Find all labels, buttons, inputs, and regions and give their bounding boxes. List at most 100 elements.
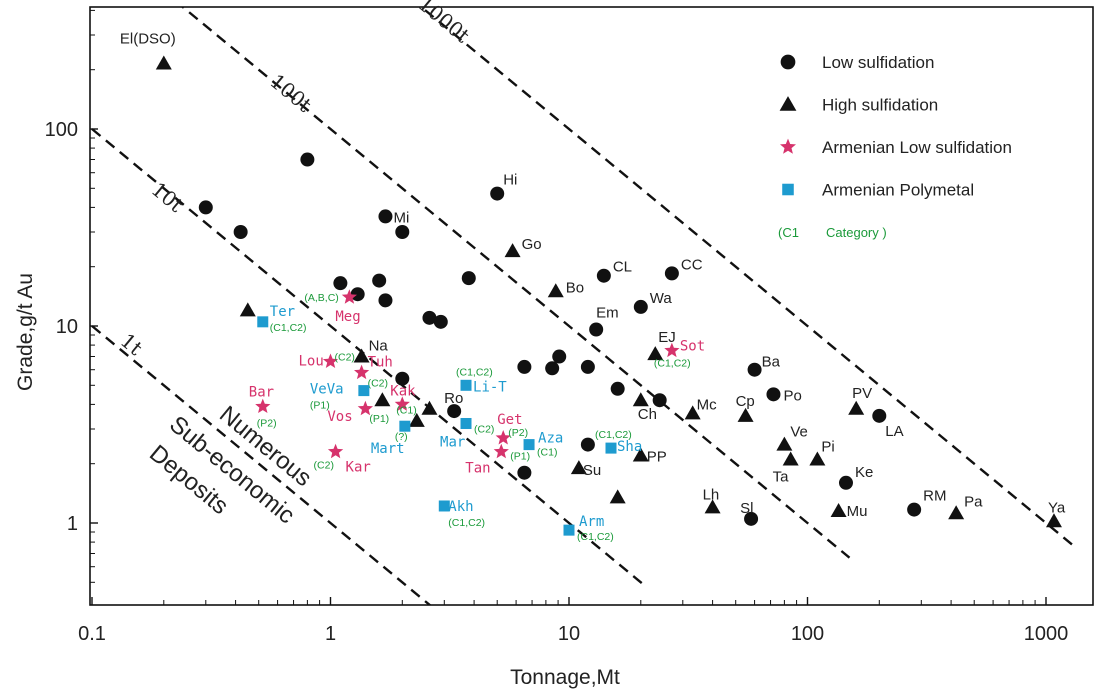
guide-line-1000t [419, 7, 1074, 547]
armenian-deposit-label: Mar [440, 434, 465, 450]
x-tick-label: 100 [791, 623, 824, 645]
legend-label: Armenian Low sulfidation [822, 138, 1012, 157]
circle-marker [517, 465, 532, 480]
deposit-label: Ke [855, 464, 873, 481]
circle-marker [580, 359, 595, 374]
armenian-deposit-label: Kak [390, 383, 416, 399]
deposit-label: RM [923, 488, 946, 505]
guide-line-100t [180, 7, 851, 559]
deposit-label: Ya [1048, 499, 1066, 516]
triangle-marker [848, 400, 865, 415]
triangle-marker [647, 346, 664, 361]
category-label: (C1,C2) [270, 322, 307, 334]
y-tick-label: 100 [45, 119, 78, 141]
circle-marker [395, 225, 410, 240]
triangle-marker [570, 460, 587, 475]
circle-marker [652, 393, 667, 408]
star-marker [495, 430, 511, 445]
category-label: (C1) [396, 404, 416, 416]
legend-label: Armenian Polymetal [822, 181, 974, 200]
circle-marker [552, 349, 567, 364]
deposit-label: El(DSO) [120, 31, 176, 48]
circle-marker [433, 314, 448, 329]
star-marker [664, 342, 680, 358]
deposit-label: PP [647, 449, 667, 466]
triangle-marker [684, 405, 701, 420]
armenian-deposit-label: Bar [249, 385, 274, 401]
armenian-deposit-label: Li-T [473, 379, 507, 395]
category-label: (C1,C2) [456, 366, 493, 378]
star-marker [357, 400, 373, 416]
deposit-label: Go [522, 236, 542, 253]
armenian-deposit-label: Kar [346, 460, 371, 476]
circle-marker [378, 293, 393, 308]
star-marker [493, 443, 509, 459]
triangle-marker [737, 407, 754, 422]
deposit-label: CL [613, 259, 632, 276]
category-label: (?) [395, 431, 408, 443]
armenian-deposit-label: Mart [371, 441, 405, 457]
triangle-marker [609, 489, 626, 504]
circle-marker [233, 225, 248, 240]
circle-marker [747, 362, 762, 377]
circle-marker [447, 404, 462, 419]
circle-marker [461, 271, 476, 286]
armenian-deposit-label: Tan [465, 461, 490, 477]
star-marker [394, 396, 410, 411]
armenian-deposit-label: Ter [270, 304, 295, 320]
deposit-label: Pa [964, 493, 983, 510]
deposit-label: Sl [740, 500, 753, 517]
triangle-marker [948, 505, 965, 520]
star-marker [322, 353, 339, 368]
armenian-deposit-label: Vos [327, 409, 352, 425]
deposit-label: CC [681, 256, 703, 273]
legend-label: Category ) [826, 225, 887, 240]
guide-line-10t [91, 128, 647, 588]
circle-marker [422, 310, 437, 325]
legend: Low sulfidation High sulfidation Armenian … [778, 53, 1012, 240]
deposit-label: Ch [638, 406, 657, 423]
star-marker [327, 443, 344, 459]
deposit-label: Na [369, 338, 389, 355]
square-marker [563, 524, 575, 536]
x-tick-label: 10 [558, 623, 580, 645]
circle-marker [300, 152, 315, 167]
circle-marker [589, 322, 604, 337]
triangle-marker [504, 243, 521, 258]
category-label: (C1,C2) [595, 429, 632, 441]
star-marker [255, 398, 271, 413]
triangle-marker [704, 499, 721, 514]
circle-marker [872, 408, 887, 423]
tonnage-guide-lines [91, 7, 1074, 605]
deposit-label: Mc [697, 396, 717, 413]
triangle-marker [239, 302, 256, 317]
circle-marker [610, 381, 625, 396]
deposit-label: Em [596, 304, 619, 321]
deposit-label: Pi [821, 439, 834, 456]
triangle-marker [547, 283, 564, 298]
triangle-marker [830, 503, 847, 518]
category-label: (P2) [508, 427, 528, 439]
triangle-marker [782, 451, 799, 466]
deposit-label: Su [583, 462, 601, 479]
circle-marker [838, 475, 853, 490]
circle-marker [333, 276, 348, 291]
circle-marker [198, 200, 213, 215]
deposit-label: Po [783, 387, 801, 404]
circle-marker [350, 287, 365, 302]
guide-label-1t: 1t [116, 328, 147, 360]
y-tick-label: 1 [67, 513, 78, 535]
triangle-marker [632, 447, 649, 462]
x-tick-label: 1000 [1024, 623, 1069, 645]
square-marker [460, 417, 472, 429]
deposit-label: Mu [847, 503, 868, 520]
circle-marker [395, 371, 410, 386]
plot-frame [89, 6, 1094, 606]
triangle-marker [155, 55, 172, 70]
deposit-label: EJ [658, 329, 676, 346]
triangle-marker [632, 392, 649, 407]
legend-label: High sulfidation [822, 96, 938, 115]
category-label: (C1) [537, 447, 557, 459]
star-marker [354, 364, 370, 380]
category-label: (P2) [257, 418, 277, 430]
